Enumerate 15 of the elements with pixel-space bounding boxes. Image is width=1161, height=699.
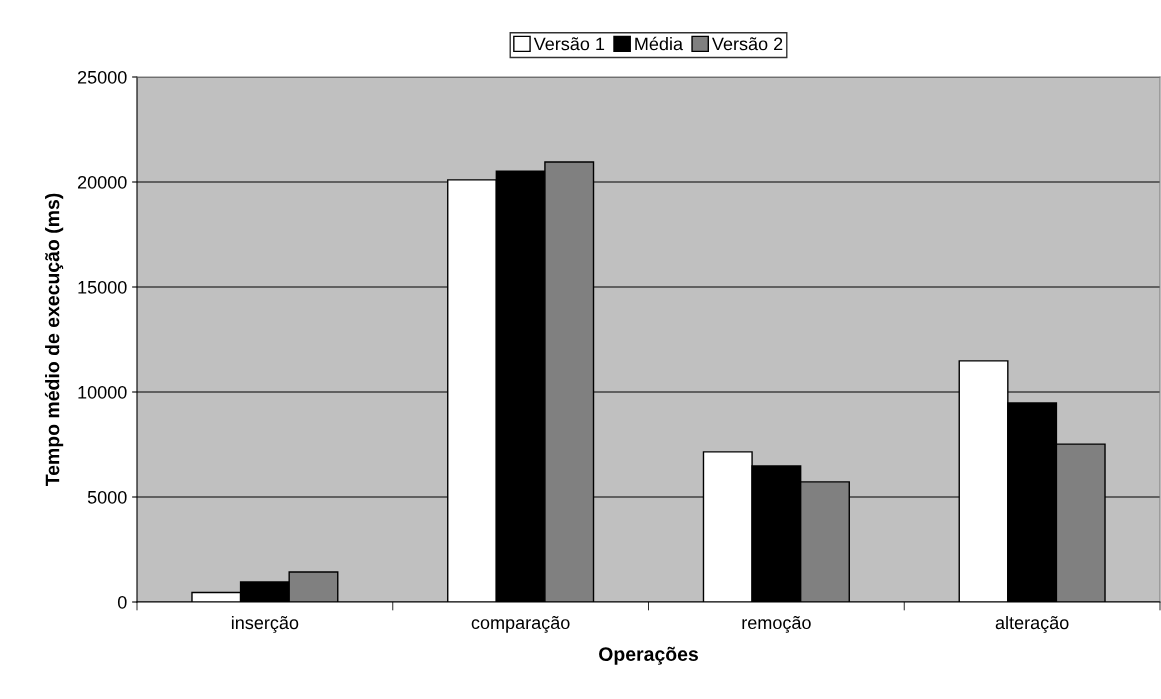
x-tick-label: remoção <box>742 615 811 633</box>
legend-label: Versão 2 <box>711 37 783 51</box>
x-tick-label: comparação <box>471 615 570 633</box>
x-tick-label: inserção <box>231 615 299 633</box>
x-tick-label: alteração <box>995 615 1069 633</box>
legend-label: Média <box>635 36 684 51</box>
y-tick-label: 20000 <box>77 175 127 189</box>
y-tick-label: 25000 <box>77 70 127 84</box>
x-axis-title: Operações <box>599 646 698 665</box>
y-tick-label: 15000 <box>78 280 127 294</box>
y-tick-label: 5000 <box>87 490 127 504</box>
y-axis-title: Tempo médio de execução (ms) <box>44 193 64 487</box>
y-tick-label: 10000 <box>78 385 127 399</box>
legend-label: Versão 1 <box>533 37 605 51</box>
y-tick-label: 0 <box>117 595 127 609</box>
